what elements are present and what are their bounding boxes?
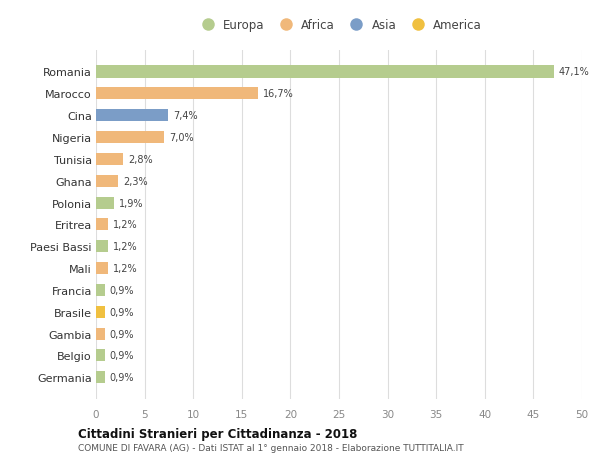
Legend: Europa, Africa, Asia, America: Europa, Africa, Asia, America — [191, 15, 487, 37]
Text: COMUNE DI FAVARA (AG) - Dati ISTAT al 1° gennaio 2018 - Elaborazione TUTTITALIA.: COMUNE DI FAVARA (AG) - Dati ISTAT al 1°… — [78, 443, 464, 452]
Bar — [96, 67, 554, 78]
Bar — [96, 132, 164, 144]
Text: 2,8%: 2,8% — [128, 155, 153, 164]
Text: 0,9%: 0,9% — [110, 351, 134, 361]
Text: Cittadini Stranieri per Cittadinanza - 2018: Cittadini Stranieri per Cittadinanza - 2… — [78, 427, 358, 440]
Bar — [96, 263, 107, 274]
Text: 0,9%: 0,9% — [110, 373, 134, 382]
Text: 0,9%: 0,9% — [110, 285, 134, 295]
Text: 7,4%: 7,4% — [173, 111, 197, 121]
Text: 1,2%: 1,2% — [113, 220, 137, 230]
Bar — [96, 241, 107, 253]
Text: 1,2%: 1,2% — [113, 263, 137, 274]
Text: 0,9%: 0,9% — [110, 329, 134, 339]
Bar — [96, 371, 105, 383]
Text: 2,3%: 2,3% — [123, 176, 148, 186]
Bar — [96, 328, 105, 340]
Bar — [96, 153, 123, 166]
Bar — [96, 219, 107, 231]
Bar — [96, 175, 118, 187]
Text: 0,9%: 0,9% — [110, 307, 134, 317]
Text: 1,2%: 1,2% — [113, 242, 137, 252]
Bar — [96, 284, 105, 297]
Bar — [96, 110, 168, 122]
Text: 1,9%: 1,9% — [119, 198, 144, 208]
Text: 7,0%: 7,0% — [169, 133, 194, 143]
Text: 16,7%: 16,7% — [263, 89, 294, 99]
Bar — [96, 197, 115, 209]
Bar — [96, 306, 105, 318]
Bar — [96, 88, 259, 100]
Bar — [96, 350, 105, 362]
Text: 47,1%: 47,1% — [559, 67, 589, 77]
